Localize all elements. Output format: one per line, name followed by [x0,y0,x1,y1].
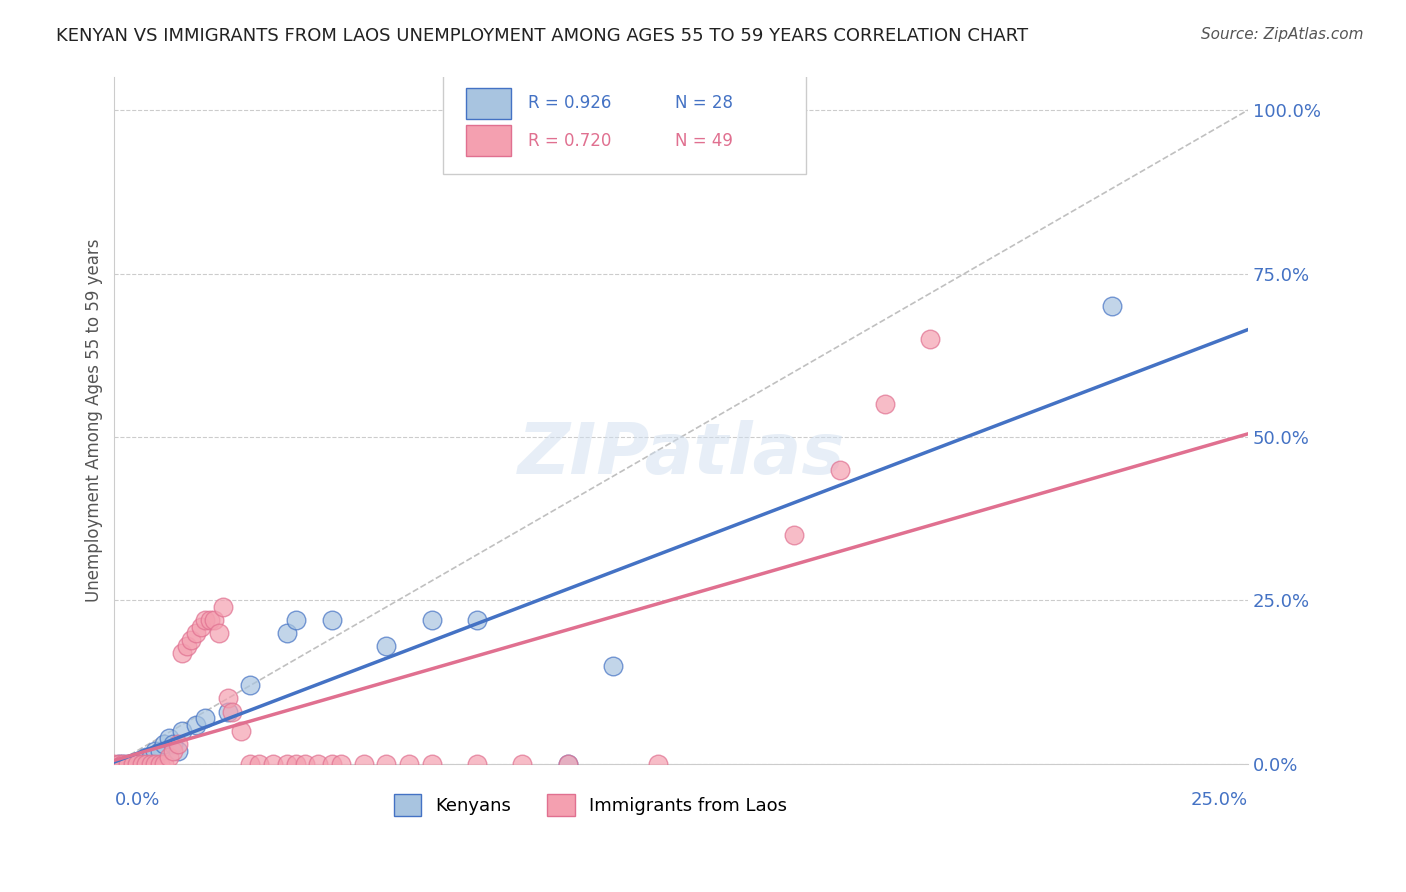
Text: 25.0%: 25.0% [1191,791,1249,809]
Point [157,750,180,764]
Point [330,756,353,771]
Point [202,613,225,627]
Point [875,397,897,411]
Point [284,756,307,771]
Text: 0.0%: 0.0% [114,791,160,809]
Point [276,626,298,640]
FancyBboxPatch shape [443,70,806,174]
Point [153,737,176,751]
Point [149,756,172,771]
Point [557,756,579,771]
Point [112,756,135,771]
Point [112,756,135,771]
Text: ZIPatlas: ZIPatlas [517,420,845,490]
Point [190,619,212,633]
Point [139,756,162,771]
Point [117,756,139,771]
Point [557,756,579,771]
Point [294,756,316,771]
Point [239,678,262,692]
Point [398,756,420,771]
Point [149,744,172,758]
Point [117,756,139,771]
Point [783,528,806,542]
Point [307,756,329,771]
Point [103,756,125,771]
Point [198,613,221,627]
Point [125,756,148,771]
Point [512,756,534,771]
Point [194,613,217,627]
Point [180,632,202,647]
Point [208,626,231,640]
Point [465,613,488,627]
Point [217,691,239,706]
Point [167,737,190,751]
Point [194,711,217,725]
Point [121,756,143,771]
Point [217,705,239,719]
Point [184,626,207,640]
Point [375,639,398,653]
Point [162,737,184,751]
Text: N = 49: N = 49 [675,132,734,150]
Point [131,756,153,771]
FancyBboxPatch shape [465,126,512,156]
Point [1101,299,1123,313]
Point [221,705,243,719]
Point [108,756,131,771]
Point [108,756,131,771]
Point [828,463,851,477]
Point [231,724,253,739]
Point [131,756,153,771]
Point [172,646,194,660]
Text: KENYAN VS IMMIGRANTS FROM LAOS UNEMPLOYMENT AMONG AGES 55 TO 59 YEARS CORRELATIO: KENYAN VS IMMIGRANTS FROM LAOS UNEMPLOYM… [56,27,1028,45]
Point [139,750,162,764]
Point [647,756,669,771]
Point [212,599,235,614]
Point [375,756,398,771]
Point [143,756,166,771]
Point [276,756,298,771]
FancyBboxPatch shape [465,87,512,119]
Text: R = 0.926: R = 0.926 [529,94,612,112]
Point [153,756,176,771]
Point [262,756,284,771]
Point [284,613,307,627]
Point [184,717,207,731]
Point [239,756,262,771]
Text: Source: ZipAtlas.com: Source: ZipAtlas.com [1201,27,1364,42]
Point [465,756,488,771]
Y-axis label: Unemployment Among Ages 55 to 59 years: Unemployment Among Ages 55 to 59 years [86,239,103,602]
Point [420,756,443,771]
Point [172,724,194,739]
Point [125,756,148,771]
Legend: Kenyans, Immigrants from Laos: Kenyans, Immigrants from Laos [387,787,794,823]
Point [135,756,157,771]
Point [420,613,443,627]
Point [321,613,343,627]
Point [135,750,157,764]
Point [176,639,198,653]
Point [920,332,942,346]
Point [353,756,375,771]
Point [602,658,624,673]
Point [167,744,190,758]
Text: R = 0.720: R = 0.720 [529,132,612,150]
Point [143,744,166,758]
Point [321,756,343,771]
Point [249,756,271,771]
Text: N = 28: N = 28 [675,94,734,112]
Point [157,731,180,745]
Point [162,744,184,758]
Point [121,756,143,771]
